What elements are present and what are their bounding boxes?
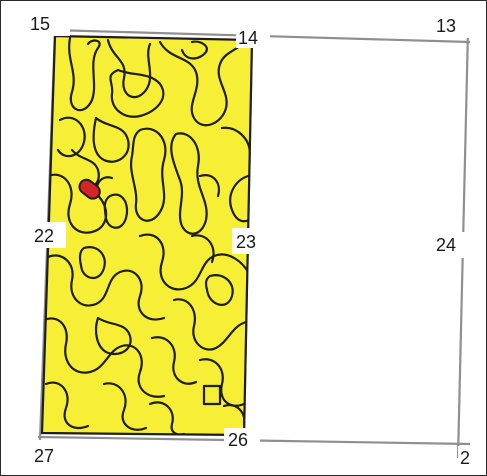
- section-label-partial: 2: [460, 448, 470, 468]
- contour-line: [95, 316, 132, 356]
- section-label-22: 22: [34, 226, 54, 246]
- contour-lines: [42, 36, 252, 435]
- contour-line: [103, 193, 129, 229]
- section-label-13: 13: [436, 16, 456, 36]
- contour-line: [78, 246, 106, 280]
- contour-line: [170, 132, 208, 235]
- contour-line: [68, 36, 101, 112]
- contour-line: [130, 127, 167, 222]
- section-label-14: 14: [238, 28, 258, 48]
- contour-line: [220, 126, 252, 223]
- contour-line: [42, 317, 166, 398]
- section-label-24: 24: [436, 235, 456, 255]
- contour-line: [44, 254, 166, 321]
- contour-line: [148, 401, 186, 435]
- contour-line: [106, 38, 152, 99]
- label-backgrounds: [28, 14, 476, 470]
- contour-line: [44, 381, 90, 430]
- contour-line: [202, 384, 222, 406]
- contour-line: [138, 233, 252, 291]
- contour-line: [92, 116, 130, 163]
- section-label-23: 23: [236, 232, 256, 252]
- contour-line: [204, 274, 234, 306]
- contour-line: [56, 116, 86, 158]
- contour-line: [190, 234, 215, 264]
- section-label-26: 26: [228, 430, 248, 450]
- contour-line: [150, 336, 198, 385]
- contour-line: [102, 382, 148, 431]
- contour-line: [198, 174, 220, 198]
- contour-line: [158, 40, 246, 127]
- contour-line: [172, 298, 248, 351]
- section-label-27: 27: [34, 446, 54, 466]
- highlight-feature: [78, 178, 101, 200]
- section-label-15: 15: [30, 14, 50, 34]
- contour-line: [109, 68, 165, 118]
- contour-line: [222, 404, 246, 426]
- contour-line: [180, 40, 208, 60]
